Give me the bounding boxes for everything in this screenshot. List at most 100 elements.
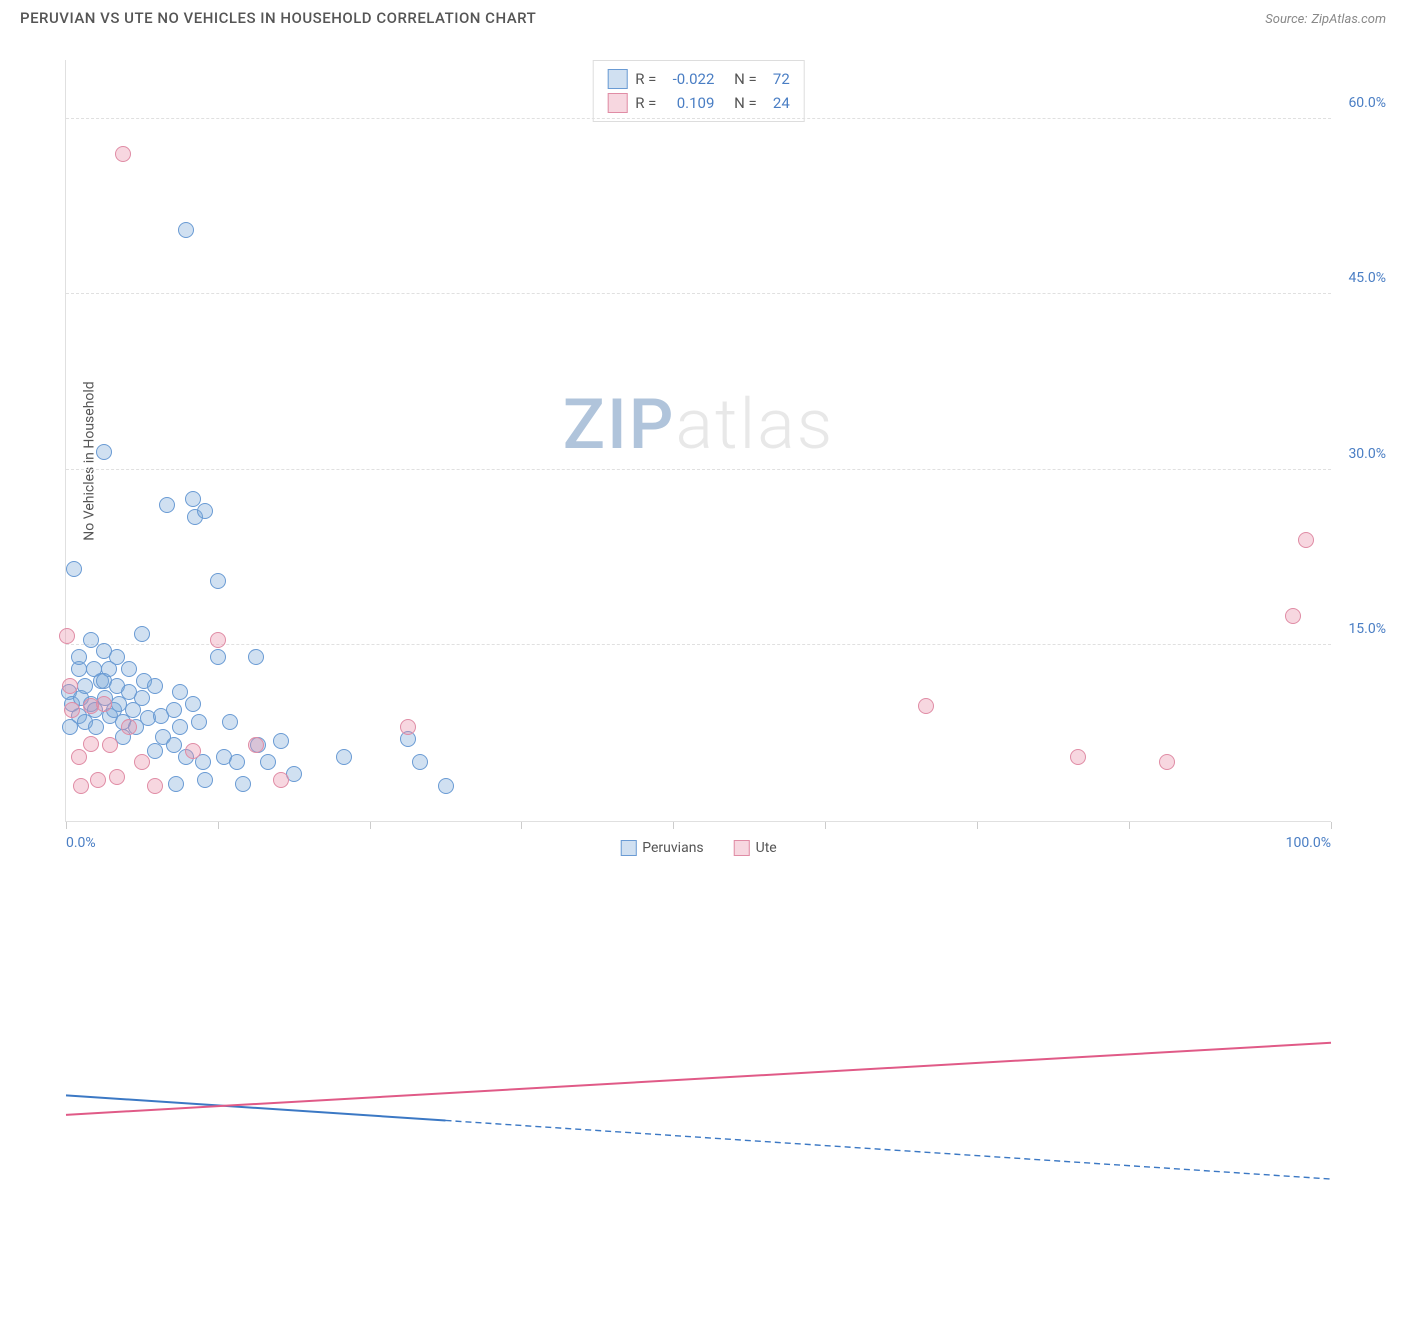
data-point (159, 497, 175, 513)
x-tick-label: 0.0% (66, 835, 96, 851)
data-point (273, 772, 289, 788)
data-point (197, 503, 213, 519)
x-tick-label: 100.0% (1286, 835, 1331, 851)
data-point (96, 696, 112, 712)
stat-n-label: N = (734, 94, 757, 112)
gridline (66, 469, 1331, 470)
data-point (210, 649, 226, 665)
data-point (336, 749, 352, 765)
chart-container: No Vehicles in Household ZIPatlas R = -0… (20, 45, 1386, 877)
x-tick (1129, 822, 1130, 829)
data-point (248, 737, 264, 753)
data-point (115, 146, 131, 162)
data-point (121, 719, 137, 735)
scatter-plot: ZIPatlas R = -0.022 N = 72 R = 0.109 N =… (65, 60, 1331, 822)
legend-item-peruvians: Peruvians (620, 840, 703, 856)
stat-n-value-peruvians: 72 (765, 70, 790, 88)
data-point (166, 702, 182, 718)
legend-label-peruvians: Peruvians (642, 840, 703, 856)
data-point (248, 649, 264, 665)
data-point (83, 736, 99, 752)
data-point (77, 678, 93, 694)
y-tick-label: 45.0% (1336, 270, 1386, 286)
gridline (66, 644, 1331, 645)
data-point (147, 743, 163, 759)
data-point (178, 222, 194, 238)
stat-n-label: N = (734, 70, 757, 88)
data-point (134, 690, 150, 706)
stat-r-label: R = (635, 94, 656, 112)
swatch-peruvians-sm (620, 840, 636, 856)
x-tick (521, 822, 522, 829)
data-point (88, 719, 104, 735)
data-point (172, 719, 188, 735)
stat-n-value-ute: 24 (765, 94, 790, 112)
data-point (73, 778, 89, 794)
data-point (185, 696, 201, 712)
x-tick (218, 822, 219, 829)
data-point (66, 561, 82, 577)
data-point (134, 626, 150, 642)
stat-r-value-ute: 0.109 (664, 94, 714, 112)
x-tick (673, 822, 674, 829)
data-point (147, 678, 163, 694)
data-point (1159, 754, 1175, 770)
legend-stats-row: R = -0.022 N = 72 (607, 67, 790, 91)
source-name: ZipAtlas.com (1311, 12, 1386, 27)
data-point (59, 628, 75, 644)
data-point (109, 769, 125, 785)
stat-r-label: R = (635, 70, 656, 88)
x-tick (66, 822, 67, 829)
y-tick-label: 60.0% (1336, 95, 1386, 111)
gridline (66, 118, 1331, 119)
legend-label-ute: Ute (756, 840, 777, 856)
data-point (400, 719, 416, 735)
data-point (1285, 608, 1301, 624)
data-point (90, 772, 106, 788)
legend-stats-row: R = 0.109 N = 24 (607, 91, 790, 115)
legend-item-ute: Ute (734, 840, 777, 856)
data-point (168, 776, 184, 792)
chart-title: PERUVIAN VS UTE NO VEHICLES IN HOUSEHOLD… (20, 9, 536, 27)
source: Source: ZipAtlas.com (1265, 8, 1386, 27)
data-point (229, 754, 245, 770)
data-point (134, 754, 150, 770)
data-point (1298, 532, 1314, 548)
swatch-ute (607, 93, 627, 113)
data-point (64, 702, 80, 718)
regression-lines (66, 60, 1331, 1325)
data-point (222, 714, 238, 730)
data-point (96, 444, 112, 460)
x-tick (370, 822, 371, 829)
data-point (210, 573, 226, 589)
data-point (191, 714, 207, 730)
data-point (918, 698, 934, 714)
y-tick-label: 15.0% (1336, 621, 1386, 637)
data-point (438, 778, 454, 794)
data-point (147, 778, 163, 794)
gridline (66, 293, 1331, 294)
x-tick (977, 822, 978, 829)
swatch-ute-sm (734, 840, 750, 856)
data-point (1070, 749, 1086, 765)
data-point (260, 754, 276, 770)
data-point (62, 678, 78, 694)
data-point (273, 733, 289, 749)
x-tick (1331, 822, 1332, 829)
data-point (210, 632, 226, 648)
source-label: Source: (1265, 12, 1307, 27)
swatch-peruvians (607, 69, 627, 89)
stat-r-value-peruvians: -0.022 (664, 70, 714, 88)
data-point (71, 649, 87, 665)
legend-series: Peruvians Ute (620, 840, 776, 856)
data-point (102, 737, 118, 753)
data-point (121, 661, 137, 677)
data-point (185, 743, 201, 759)
legend-stats: R = -0.022 N = 72 R = 0.109 N = 24 (592, 60, 805, 122)
data-point (412, 754, 428, 770)
data-point (197, 772, 213, 788)
x-tick (825, 822, 826, 829)
data-point (71, 749, 87, 765)
data-point (235, 776, 251, 792)
y-tick-label: 30.0% (1336, 446, 1386, 462)
